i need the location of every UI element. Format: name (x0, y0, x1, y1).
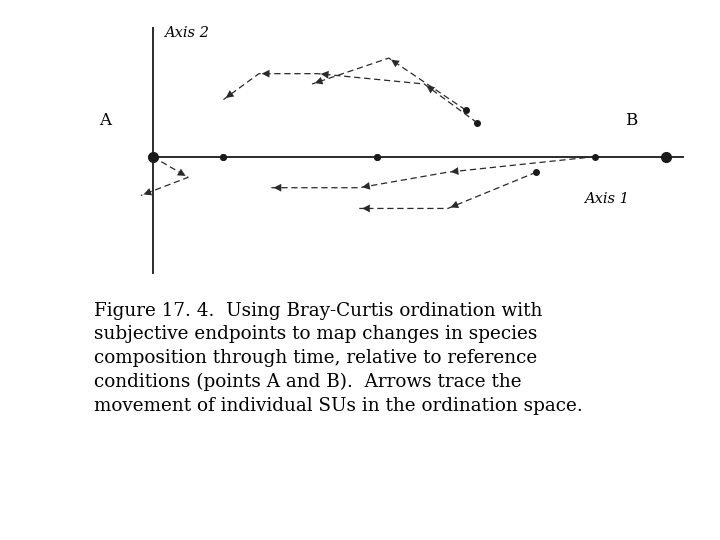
Text: Figure 17. 4.  Using Bray-Curtis ordination with
subjective endpoints to map cha: Figure 17. 4. Using Bray-Curtis ordinati… (94, 302, 582, 415)
Text: Axis 2: Axis 2 (164, 26, 210, 40)
Text: B: B (625, 112, 637, 130)
Text: Axis 1: Axis 1 (584, 192, 629, 206)
Text: A: A (99, 112, 112, 130)
